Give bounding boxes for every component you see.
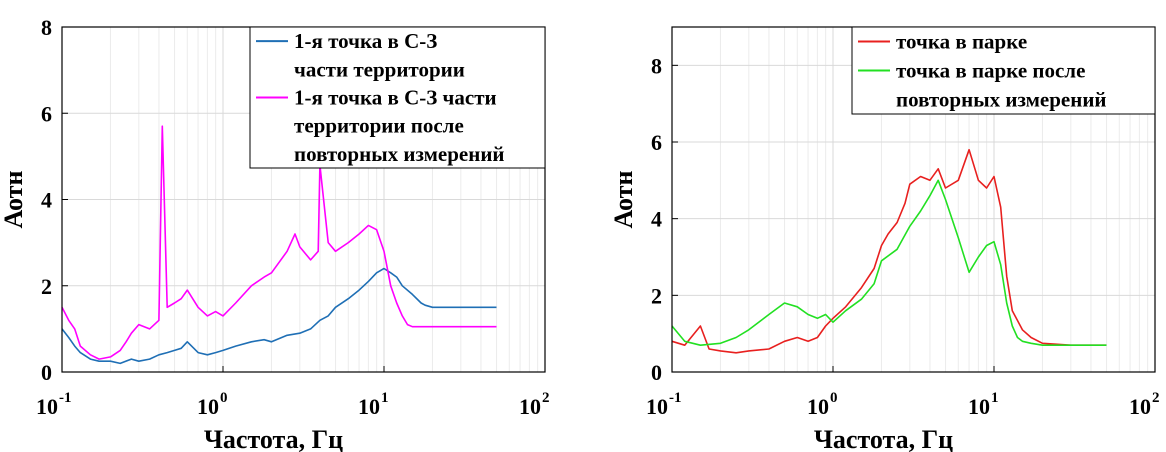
series-group	[61, 125, 497, 365]
x-tick-label: 10	[197, 394, 219, 419]
x-axis-label: Частота, Гц	[204, 425, 343, 452]
x-axis-label: Частота, Гц	[814, 425, 953, 452]
y-tick-label: 6	[651, 130, 662, 155]
y-tick-label: 0	[41, 360, 52, 385]
y-tick-label: 4	[651, 207, 662, 232]
legend-entry-text: повторных измерений	[294, 142, 505, 166]
x-tick-label: 10	[807, 394, 829, 419]
x-tick-exponent: 1	[381, 390, 389, 406]
legend-entry-text: 1-я точка в С-З	[294, 29, 437, 53]
x-tick-label: 10	[519, 394, 541, 419]
x-tick-exponent: -1	[669, 390, 682, 406]
series-line-2	[61, 125, 497, 360]
y-axis-label: Аотн	[609, 171, 638, 229]
y-tick-label: 6	[41, 101, 52, 126]
x-tick-exponent: 0	[220, 390, 228, 406]
legend-entry-text: территории после	[294, 114, 464, 138]
x-tick-label: 10	[358, 394, 380, 419]
y-tick-label: 8	[41, 15, 52, 40]
series-line-1	[61, 267, 497, 365]
x-tick-exponent: -1	[59, 390, 72, 406]
y-tick-label: 2	[651, 283, 662, 308]
legend-entry-text: 1-я точка в С-З части	[294, 86, 497, 110]
y-axis-label: Аотн	[0, 171, 28, 229]
x-tick-label: 10	[968, 394, 990, 419]
y-tick-label: 2	[41, 274, 52, 299]
x-tick-exponent: 2	[1152, 390, 1160, 406]
series-group	[671, 148, 1107, 354]
legend-box	[851, 26, 1156, 115]
legend-box	[249, 26, 546, 169]
x-tick-label: 10	[1129, 394, 1151, 419]
x-tick-label: 10	[36, 394, 58, 419]
series-line-2	[671, 179, 1107, 347]
y-tick-label: 4	[41, 188, 52, 213]
y-tick-label: 0	[651, 360, 662, 385]
x-tick-exponent: 0	[830, 390, 838, 406]
legend-entry-text: повторных измерений	[896, 88, 1107, 112]
x-tick-exponent: 1	[991, 390, 999, 406]
y-tick-label: 8	[651, 53, 662, 78]
x-tick-exponent: 2	[542, 390, 550, 406]
legend-entry-text: части территории	[294, 57, 465, 81]
legend: 1-я точка в С-З части территории 1-я точка…	[249, 26, 546, 169]
series-line-1	[671, 148, 1107, 354]
legend: точка в парке точка в парке после повторны…	[851, 26, 1156, 115]
legend-entry-text: точка в парке после	[896, 59, 1085, 83]
x-tick-label: 10	[646, 394, 668, 419]
legend-entry-text: точка в парке	[896, 30, 1027, 54]
